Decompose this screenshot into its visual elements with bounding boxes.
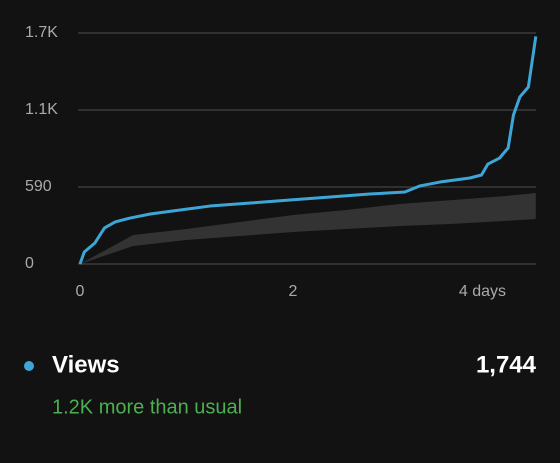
x-tick-label: 0 (76, 283, 85, 300)
legend-label: Views (52, 351, 120, 378)
typical-range (80, 193, 536, 264)
x-tick-label: 4 days (459, 283, 506, 300)
views-line (78, 36, 538, 265)
legend-dot (24, 361, 34, 371)
plot: 0 590 1.1K 1.7K 0 2 4 days (25, 24, 538, 300)
y-tick-label: 1.1K (25, 101, 58, 118)
y-tick-label: 1.7K (25, 24, 58, 41)
y-tick-label: 590 (25, 178, 52, 195)
y-tick-label: 0 (25, 255, 34, 272)
total: 1,744 (476, 351, 537, 378)
x-tick-label: 2 (289, 283, 298, 300)
comparison-note: 1.2K more than usual (52, 396, 242, 418)
